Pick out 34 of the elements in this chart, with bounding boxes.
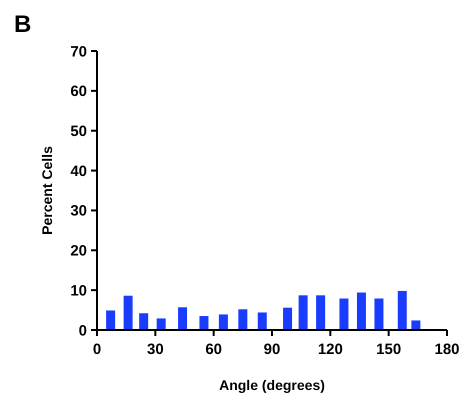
bar bbox=[156, 318, 166, 330]
bar bbox=[316, 295, 326, 330]
x-tick-label: 90 bbox=[264, 341, 280, 358]
y-tick-label: 10 bbox=[70, 282, 87, 300]
x-tick-label: 150 bbox=[376, 341, 402, 358]
bar bbox=[283, 308, 292, 330]
bar bbox=[258, 312, 267, 330]
bar bbox=[106, 310, 116, 330]
y-tick-label: 30 bbox=[70, 202, 87, 220]
y-tick-label: 50 bbox=[70, 122, 87, 140]
y-tick-label: 60 bbox=[70, 83, 87, 100]
x-axis-title: Angle (degrees) bbox=[219, 377, 325, 393]
x-tick-label: 30 bbox=[146, 341, 164, 358]
bar bbox=[298, 295, 308, 330]
x-tick-label: 120 bbox=[318, 341, 343, 358]
bar bbox=[374, 298, 384, 330]
bar bbox=[139, 313, 148, 330]
bar bbox=[356, 292, 366, 330]
bar bbox=[398, 290, 407, 330]
bar bbox=[124, 296, 133, 330]
bar bbox=[178, 307, 188, 330]
x-tick-label: 0 bbox=[92, 341, 102, 358]
x-tick-label: 60 bbox=[205, 341, 222, 358]
bar bbox=[238, 309, 248, 330]
bar bbox=[339, 298, 348, 330]
chart-title: B bbox=[14, 11, 32, 38]
bar bbox=[218, 314, 228, 330]
y-tick-label: 40 bbox=[70, 162, 87, 180]
y-tick-label: 70 bbox=[70, 43, 87, 60]
y-tick-label: 0 bbox=[78, 322, 87, 340]
x-tick-label: 180 bbox=[434, 341, 460, 358]
bar bbox=[199, 316, 208, 330]
y-axis-title: Percent Cells bbox=[39, 146, 55, 235]
y-tick-label: 20 bbox=[70, 242, 87, 260]
